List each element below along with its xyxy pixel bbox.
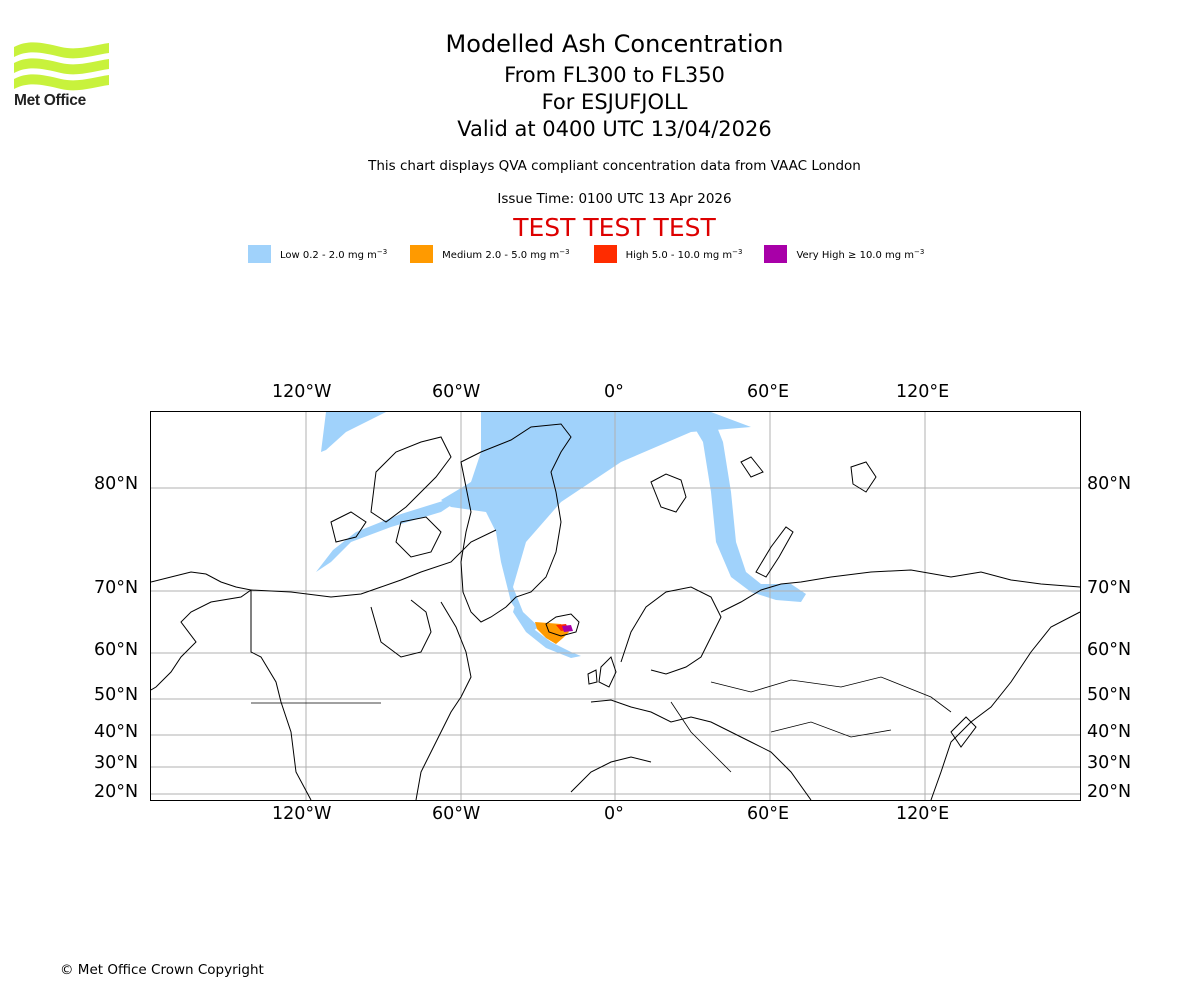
legend-swatch-low (248, 245, 271, 263)
test-banner: TEST TEST TEST (513, 213, 716, 242)
legend-swatch-high (593, 245, 617, 263)
issue-time: Issue Time: 0100 UTC 13 Apr 2026 (497, 191, 732, 207)
lon-tick-top-120e: 120°E (896, 382, 950, 402)
lon-tick-bottom-120w: 120°W (272, 804, 332, 824)
lat-tick-right-20n: 20°N (1087, 782, 1132, 802)
lon-tick-bottom-60e: 60°E (747, 804, 790, 824)
legend-item-medium: Medium 2.0 - 5.0 mg m−3 (410, 245, 570, 263)
ash-plume-very-high (562, 625, 573, 632)
country-borders (251, 676, 952, 773)
lat-tick-right-50n: 50°N (1087, 685, 1132, 705)
copyright-notice: © Met Office Crown Copyright (60, 962, 264, 978)
legend-item-high: High 5.0 - 10.0 mg m−3 (593, 245, 743, 263)
graticule (151, 412, 1080, 800)
lat-tick-right-80n: 80°N (1087, 474, 1132, 494)
met-office-logo-text: Met Office (14, 92, 86, 109)
legend-label-high: High 5.0 - 10.0 mg m−3 (625, 247, 743, 261)
volcano-name: For ESJUFJOLL (541, 90, 688, 114)
legend: Low 0.2 - 2.0 mg m−3 Medium 2.0 - 5.0 mg… (248, 244, 924, 264)
valid-time: Valid at 0400 UTC 13/04/2026 (457, 117, 772, 141)
lon-tick-bottom-0: 0° (604, 804, 624, 824)
lat-tick-left-30n: 30°N (94, 753, 139, 773)
legend-item-low: Low 0.2 - 2.0 mg m−3 (248, 245, 387, 263)
chart-title: Modelled Ash Concentration (445, 30, 784, 58)
lat-tick-left-20n: 20°N (94, 782, 139, 802)
legend-swatch-very-high (764, 245, 788, 263)
legend-label-medium: Medium 2.0 - 5.0 mg m−3 (442, 247, 570, 261)
lon-tick-top-60e: 60°E (747, 382, 790, 402)
legend-label-very-high: Very High ≥ 10.0 mg m−3 (796, 247, 925, 261)
lon-tick-top-60w: 60°W (432, 382, 481, 402)
coastlines (151, 423, 1080, 800)
lon-tick-bottom-60w: 60°W (432, 804, 481, 824)
lat-tick-right-60n: 60°N (1087, 640, 1132, 660)
met-office-wave-icon (14, 42, 109, 91)
flight-level-range: From FL300 to FL350 (504, 63, 725, 87)
lat-tick-left-70n: 70°N (94, 578, 139, 598)
lat-tick-right-40n: 40°N (1087, 722, 1132, 742)
ash-concentration-map[interactable] (150, 411, 1081, 801)
lat-tick-left-50n: 50°N (94, 685, 139, 705)
ash-plume-low (316, 412, 806, 658)
lat-tick-right-70n: 70°N (1087, 578, 1132, 598)
lon-tick-top-120w: 120°W (272, 382, 332, 402)
lon-tick-top-0: 0° (604, 382, 624, 402)
lat-tick-left-80n: 80°N (94, 474, 139, 494)
lat-tick-left-60n: 60°N (94, 640, 139, 660)
chart-subtitle: This chart displays QVA compliant concen… (368, 158, 861, 174)
map-canvas (151, 412, 1080, 800)
lon-tick-bottom-120e: 120°E (896, 804, 950, 824)
lat-tick-right-30n: 30°N (1087, 753, 1132, 773)
legend-label-low: Low 0.2 - 2.0 mg m−3 (280, 247, 388, 261)
legend-item-very-high: Very High ≥ 10.0 mg m−3 (764, 245, 924, 263)
lat-tick-left-40n: 40°N (94, 722, 139, 742)
legend-swatch-medium (410, 245, 434, 263)
